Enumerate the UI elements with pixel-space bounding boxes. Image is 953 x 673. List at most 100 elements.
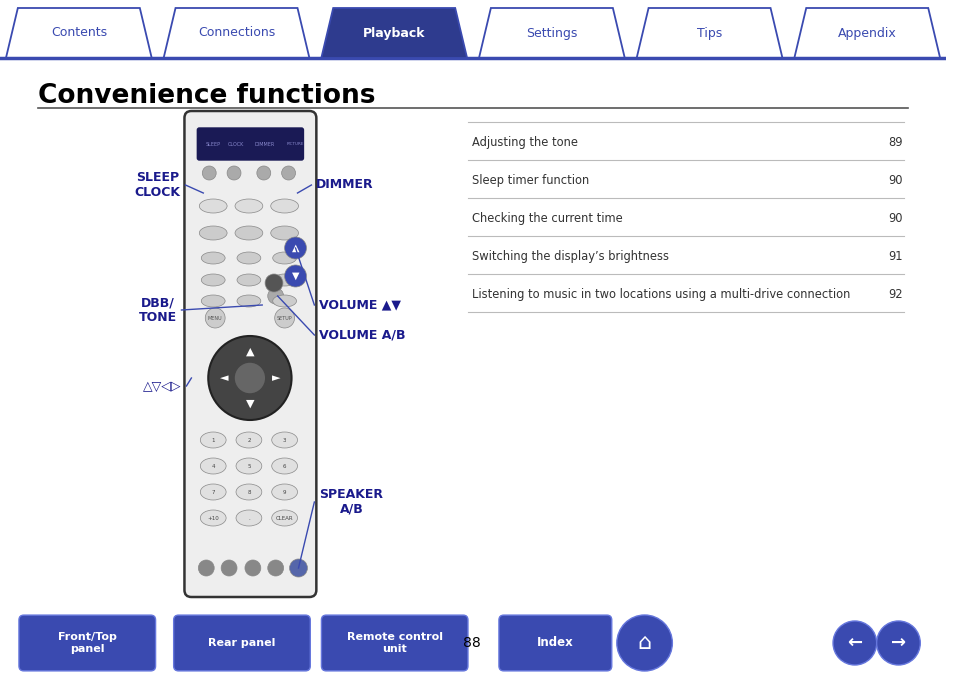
Text: CLOCK: CLOCK xyxy=(228,141,244,147)
Ellipse shape xyxy=(236,274,260,286)
Ellipse shape xyxy=(200,510,226,526)
Text: 9: 9 xyxy=(283,489,286,495)
Polygon shape xyxy=(478,8,624,58)
Ellipse shape xyxy=(199,226,227,240)
Ellipse shape xyxy=(201,252,225,264)
Text: Sleep timer function: Sleep timer function xyxy=(472,174,589,187)
Text: Adjusting the tone: Adjusting the tone xyxy=(472,137,578,149)
Text: △▽◁▷: △▽◁▷ xyxy=(143,380,181,392)
Text: DIMMER: DIMMER xyxy=(316,178,374,192)
Circle shape xyxy=(256,166,271,180)
Text: VOLUME A/B: VOLUME A/B xyxy=(319,328,405,341)
Circle shape xyxy=(208,336,292,420)
Text: VOLUME ▲▼: VOLUME ▲▼ xyxy=(319,299,401,312)
Text: Playback: Playback xyxy=(362,26,425,40)
FancyBboxPatch shape xyxy=(498,615,611,671)
FancyBboxPatch shape xyxy=(197,128,303,160)
Circle shape xyxy=(876,621,920,665)
Circle shape xyxy=(233,362,266,394)
Polygon shape xyxy=(6,8,152,58)
Text: .: . xyxy=(248,516,250,520)
Polygon shape xyxy=(164,8,309,58)
Circle shape xyxy=(202,166,216,180)
Text: ←: ← xyxy=(846,634,862,652)
Polygon shape xyxy=(794,8,939,58)
Ellipse shape xyxy=(273,252,296,264)
Ellipse shape xyxy=(273,274,296,286)
Text: 89: 89 xyxy=(887,137,902,149)
FancyBboxPatch shape xyxy=(173,615,310,671)
Text: 6: 6 xyxy=(283,464,286,468)
Text: Tips: Tips xyxy=(697,26,721,40)
Text: 5: 5 xyxy=(247,464,251,468)
Text: Remote control
unit: Remote control unit xyxy=(346,632,442,653)
Text: Settings: Settings xyxy=(526,26,577,40)
Text: 3: 3 xyxy=(283,437,286,443)
Circle shape xyxy=(221,560,236,576)
Text: ◄: ◄ xyxy=(219,373,228,383)
Ellipse shape xyxy=(272,484,297,500)
Text: 88: 88 xyxy=(463,636,480,650)
Ellipse shape xyxy=(200,432,226,448)
Text: Index: Index xyxy=(537,637,573,649)
Circle shape xyxy=(284,265,306,287)
Ellipse shape xyxy=(235,432,261,448)
Ellipse shape xyxy=(235,458,261,474)
Ellipse shape xyxy=(235,510,261,526)
Text: 4: 4 xyxy=(212,464,214,468)
Text: ▼: ▼ xyxy=(246,399,253,409)
Text: ▲: ▲ xyxy=(246,347,253,357)
Text: 8: 8 xyxy=(247,489,251,495)
Text: ▼: ▼ xyxy=(292,271,299,281)
Text: ►: ► xyxy=(272,373,279,383)
Ellipse shape xyxy=(272,510,297,526)
Text: Switching the display’s brightness: Switching the display’s brightness xyxy=(472,250,668,263)
Text: Connections: Connections xyxy=(197,26,274,40)
Text: ⌂: ⌂ xyxy=(637,633,651,653)
Ellipse shape xyxy=(235,484,261,500)
Polygon shape xyxy=(321,8,467,58)
Circle shape xyxy=(281,166,295,180)
Circle shape xyxy=(274,308,294,328)
Circle shape xyxy=(268,560,283,576)
Circle shape xyxy=(198,560,214,576)
Text: 7: 7 xyxy=(212,489,214,495)
Text: SPEAKER
A/B: SPEAKER A/B xyxy=(319,488,383,516)
Text: SETUP: SETUP xyxy=(276,316,293,320)
Text: 2: 2 xyxy=(247,437,251,443)
Ellipse shape xyxy=(200,484,226,500)
FancyBboxPatch shape xyxy=(321,615,468,671)
Text: Contents: Contents xyxy=(51,26,107,40)
Text: DBB/
TONE: DBB/ TONE xyxy=(138,296,176,324)
Text: Checking the current time: Checking the current time xyxy=(472,213,622,225)
Text: 90: 90 xyxy=(887,213,902,225)
Ellipse shape xyxy=(234,199,262,213)
Ellipse shape xyxy=(271,199,298,213)
Text: Appendix: Appendix xyxy=(837,26,896,40)
Text: Listening to music in two locations using a multi-drive connection: Listening to music in two locations usin… xyxy=(472,289,849,302)
Circle shape xyxy=(291,560,306,576)
Circle shape xyxy=(617,615,672,671)
Text: 1: 1 xyxy=(212,437,214,443)
Text: Front/Top
panel: Front/Top panel xyxy=(58,632,116,653)
Text: 91: 91 xyxy=(887,250,902,263)
Ellipse shape xyxy=(272,458,297,474)
Ellipse shape xyxy=(199,199,227,213)
Ellipse shape xyxy=(200,458,226,474)
Ellipse shape xyxy=(201,295,225,307)
Text: CLEAR: CLEAR xyxy=(275,516,294,520)
Ellipse shape xyxy=(273,295,296,307)
FancyBboxPatch shape xyxy=(19,615,155,671)
Text: 92: 92 xyxy=(887,289,902,302)
Ellipse shape xyxy=(201,274,225,286)
Ellipse shape xyxy=(236,295,260,307)
Text: →: → xyxy=(890,634,905,652)
Circle shape xyxy=(268,288,283,304)
Circle shape xyxy=(227,166,241,180)
Text: SLEEP
CLOCK: SLEEP CLOCK xyxy=(134,171,180,199)
Polygon shape xyxy=(636,8,781,58)
Circle shape xyxy=(205,308,225,328)
Text: ▲: ▲ xyxy=(292,243,299,253)
Circle shape xyxy=(290,559,307,577)
Ellipse shape xyxy=(272,432,297,448)
